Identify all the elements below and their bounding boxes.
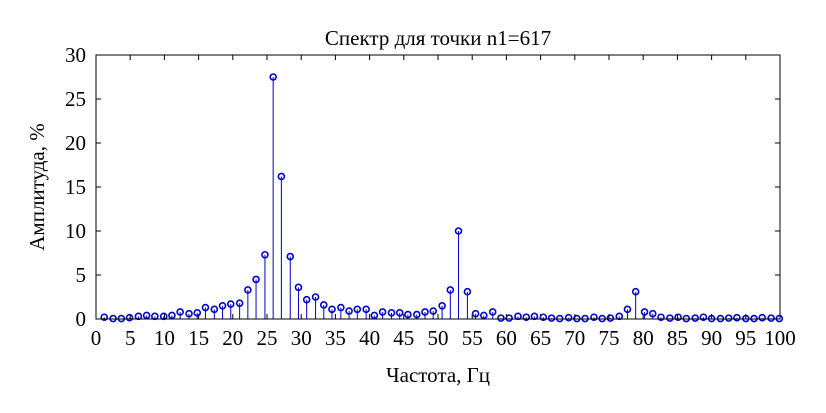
stem-marker	[454, 227, 463, 235]
x-axis-label: Частота, Гц	[386, 363, 490, 387]
stem-marker	[362, 305, 370, 314]
y-tick-label: 10	[65, 219, 86, 243]
stem-marker	[758, 313, 767, 322]
x-tick-label: 70	[564, 326, 585, 350]
stem-marker	[100, 313, 109, 322]
stem-marker	[505, 314, 513, 322]
stem-marker	[294, 283, 303, 292]
x-tick-label: 60	[496, 326, 517, 350]
stem-marker	[176, 308, 184, 316]
axis-ticks	[95, 54, 781, 320]
x-tick-label: 80	[633, 326, 654, 350]
x-tick-label: 25	[257, 326, 278, 350]
stem-marker	[387, 309, 396, 317]
stem-marker	[657, 313, 665, 322]
x-tick-label: 95	[735, 326, 756, 350]
stem-marker	[125, 313, 134, 322]
stem-marker	[185, 309, 193, 318]
chart-title: Спектр для точки n1=617	[325, 26, 551, 50]
stem-marker	[648, 309, 657, 318]
x-tick-label: 35	[325, 326, 346, 350]
stem-marker	[547, 314, 556, 322]
stem-marker	[480, 311, 488, 320]
stem-marker	[353, 305, 362, 314]
stem-marker	[412, 310, 421, 319]
y-tick-label: 5	[76, 263, 87, 287]
stem-series	[96, 73, 784, 323]
y-axis-label: Амплитуда, %	[25, 123, 49, 251]
x-tick-label: 30	[291, 326, 312, 350]
y-tick-label: 25	[65, 87, 86, 111]
stem-marker	[767, 314, 775, 322]
stem-marker	[142, 311, 151, 320]
stem-marker	[277, 172, 286, 181]
x-tick-label: 90	[701, 326, 722, 350]
stem-marker	[218, 301, 227, 310]
stem-marker	[463, 287, 472, 296]
x-tick-label: 75	[599, 326, 620, 350]
stem-marker	[590, 313, 598, 322]
axis-tick-labels: 0 5 10 15 20 25 30 35 40 45 50 55 60 65 70 75 80 85 90 95 10…	[65, 43, 796, 350]
stem-marker	[201, 303, 210, 312]
stem-marker	[666, 314, 674, 322]
y-tick-label: 15	[65, 175, 86, 199]
stem-marker	[539, 313, 548, 322]
x-tick-label: 85	[667, 326, 688, 350]
stem-marker	[471, 309, 480, 318]
stem-marker	[674, 313, 682, 322]
stem-marker	[522, 313, 531, 322]
stem-marker	[210, 305, 219, 314]
stem-marker	[429, 307, 438, 315]
stem-marker	[370, 311, 379, 320]
stem-marker	[438, 301, 446, 310]
stem-marker	[724, 314, 733, 322]
stem-marker	[446, 286, 455, 294]
plot-frame	[95, 54, 781, 320]
stem-marker	[269, 73, 277, 81]
stem-marker	[226, 300, 235, 308]
stem-marker	[319, 301, 328, 309]
stem-marker	[623, 305, 632, 314]
stem-marker	[378, 308, 387, 316]
stem-marker	[564, 313, 573, 322]
stem-marker	[244, 286, 252, 294]
stem-marker	[252, 275, 260, 284]
stem-marker	[337, 303, 345, 312]
x-tick-label: 40	[359, 326, 380, 350]
y-tick-label: 20	[65, 131, 86, 155]
stem-marker	[286, 252, 295, 261]
stem-marker	[606, 314, 615, 322]
y-tick-label: 0	[76, 307, 87, 331]
stem-marker	[691, 314, 699, 322]
stem-marker	[168, 311, 176, 320]
x-tick-label: 50	[428, 326, 449, 350]
stem-marker	[421, 308, 429, 316]
x-tick-label: 15	[188, 326, 209, 350]
x-tick-label: 100	[764, 326, 796, 350]
stem-marker	[193, 309, 202, 317]
x-tick-label: 10	[154, 326, 175, 350]
stem-marker	[261, 250, 269, 259]
x-tick-label: 5	[125, 326, 136, 350]
stem-marker	[699, 313, 708, 322]
stem-marker	[311, 293, 320, 301]
stem-marker	[235, 299, 244, 307]
stem-marker	[631, 287, 640, 296]
stem-marker	[733, 313, 741, 322]
stem-marker	[345, 307, 353, 315]
x-tick-label: 55	[462, 326, 483, 350]
stem-marker	[640, 308, 649, 316]
stem-marker	[488, 308, 497, 316]
x-tick-label: 65	[530, 326, 551, 350]
stem-marker	[497, 314, 505, 322]
stem-marker	[404, 310, 412, 319]
x-tick-label: 0	[91, 326, 102, 350]
stem-marker	[302, 295, 311, 304]
stem-marker	[395, 309, 404, 317]
x-tick-label: 20	[222, 326, 243, 350]
y-tick-label: 30	[65, 43, 86, 67]
stem-marker	[328, 305, 336, 314]
x-tick-label: 45	[393, 326, 414, 350]
